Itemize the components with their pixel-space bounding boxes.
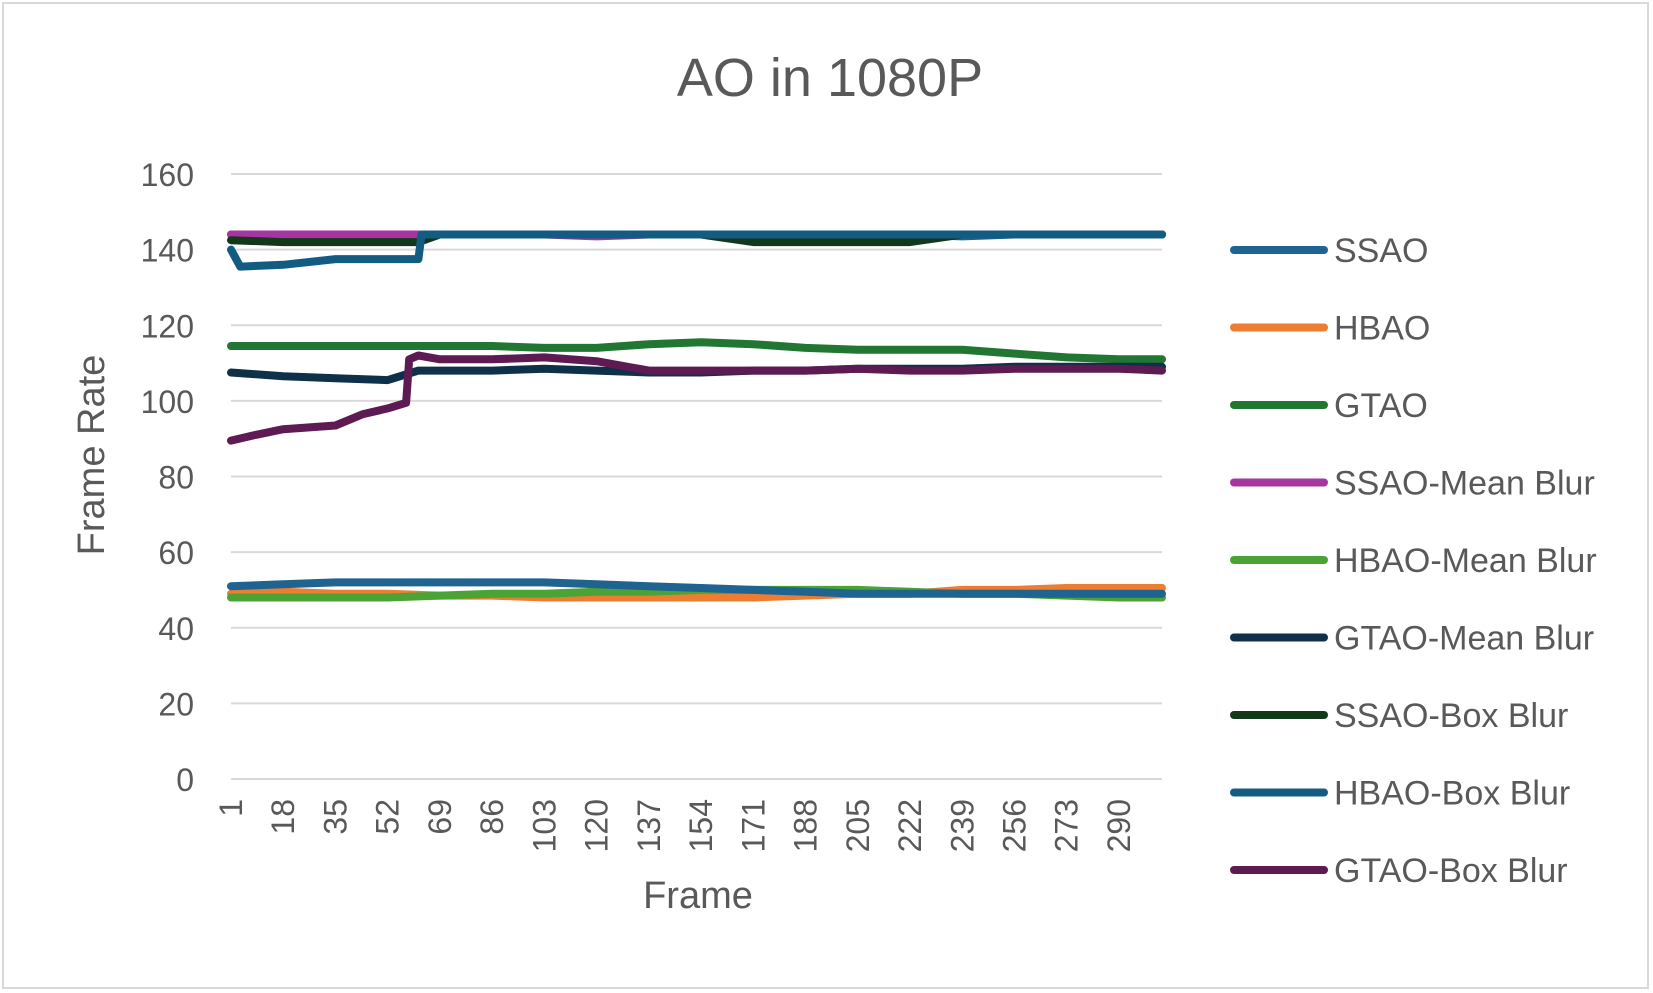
legend-label: GTAO-Mean Blur <box>1334 620 1594 658</box>
x-tick-label: 273 <box>1049 799 1085 852</box>
legend-label: GTAO-Box Blur <box>1334 852 1568 890</box>
y-axis-ticks: 0 20 40 60 80 100 120 140 160 <box>141 157 194 798</box>
y-tick-label: 160 <box>141 157 194 193</box>
x-tick-label: 86 <box>474 799 510 835</box>
x-tick-label: 137 <box>631 799 667 852</box>
x-tick-label: 239 <box>944 799 980 852</box>
x-tick-label: 205 <box>840 799 876 852</box>
x-tick-label: 52 <box>370 799 406 835</box>
grid-lines <box>231 173 1162 780</box>
x-tick-label: 69 <box>422 799 458 835</box>
y-tick-label: 140 <box>141 233 194 269</box>
x-tick-label: 188 <box>788 799 824 852</box>
legend-label: HBAO-Mean Blur <box>1334 542 1597 580</box>
y-tick-label: 40 <box>158 611 194 647</box>
x-tick-label: 18 <box>265 799 301 835</box>
legend-label: GTAO <box>1334 387 1428 425</box>
x-tick-label: 1 <box>213 799 249 817</box>
x-tick-label: 171 <box>735 799 771 852</box>
x-tick-label: 290 <box>1101 799 1137 852</box>
legend-label: HBAO-Box Blur <box>1334 775 1570 813</box>
y-tick-label: 100 <box>141 384 194 420</box>
x-tick-label: 103 <box>526 799 562 852</box>
series-line <box>227 351 1166 445</box>
x-axis-ticks: 1 18 35 52 69 86 103 120 137 154 171 188 205 222 239 25… <box>213 799 1137 852</box>
series-line <box>227 338 1166 364</box>
chart-title: AO in 1080P <box>677 48 983 108</box>
x-tick-label: 35 <box>317 799 353 835</box>
y-tick-label: 120 <box>141 308 194 344</box>
series-line <box>227 578 1166 598</box>
legend-label: SSAO-Box Blur <box>1334 697 1568 735</box>
x-tick-label: 222 <box>892 799 928 852</box>
x-tick-label: 256 <box>997 799 1033 852</box>
x-tick-label: 120 <box>579 799 615 852</box>
line-chart: AO in 1080P 0 20 40 60 80 100 120 140 160 1 18 35 5… <box>71 48 1597 917</box>
legend-label: SSAO <box>1334 232 1428 270</box>
y-tick-label: 20 <box>158 686 194 722</box>
y-tick-label: 60 <box>158 535 194 571</box>
legend-label: SSAO-Mean Blur <box>1334 465 1595 503</box>
legend-label: HBAO <box>1334 310 1430 348</box>
x-axis-title: Frame <box>643 875 753 917</box>
series-lines <box>227 230 1166 602</box>
y-tick-label: 0 <box>176 762 194 798</box>
x-tick-label: 154 <box>683 799 719 852</box>
y-axis-title: Frame Rate <box>71 355 113 556</box>
y-tick-label: 80 <box>158 460 194 496</box>
legend: SSAO HBAO GTAO SSAO-Mean Blur HBAO-Mean Blur… <box>1230 232 1597 890</box>
series-line <box>227 230 1166 271</box>
